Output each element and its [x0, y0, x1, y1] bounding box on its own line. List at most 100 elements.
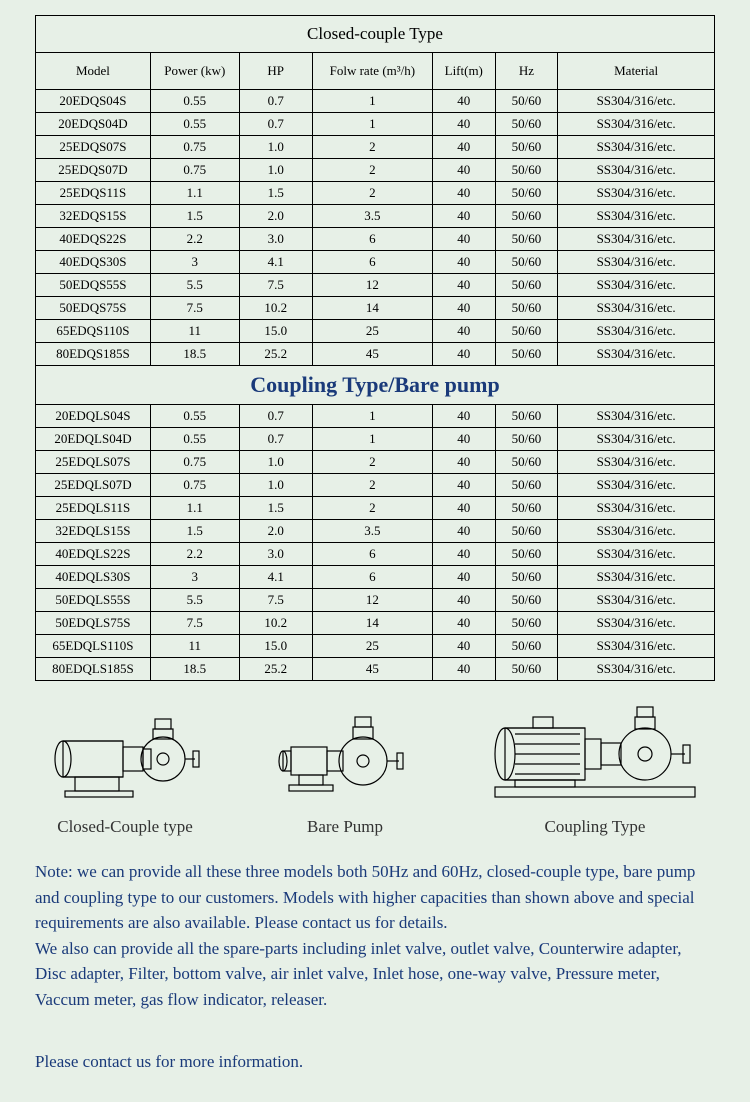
- table-row: 20EDQLS04D0.550.714050/60SS304/316/etc.: [36, 428, 715, 451]
- table-row: 50EDQLS75S7.510.2144050/60SS304/316/etc.: [36, 612, 715, 635]
- table-cell: 40: [432, 228, 495, 251]
- table-cell: 1: [312, 90, 432, 113]
- table-cell: 40: [432, 497, 495, 520]
- col-header: Folw rate (m³/h): [312, 53, 432, 90]
- table-cell: 2: [312, 136, 432, 159]
- closed-couple-icon: [45, 709, 205, 809]
- table-cell: 20EDQS04D: [36, 113, 151, 136]
- table-cell: 1: [312, 405, 432, 428]
- table-cell: 0.7: [239, 428, 312, 451]
- table-cell: 7.5: [239, 274, 312, 297]
- table-cell: 50/60: [495, 297, 558, 320]
- col-header: HP: [239, 53, 312, 90]
- table-cell: 2: [312, 182, 432, 205]
- table-cell: 40: [432, 320, 495, 343]
- table-cell: SS304/316/etc.: [558, 205, 715, 228]
- table-cell: 15.0: [239, 635, 312, 658]
- table-cell: 7.5: [150, 612, 239, 635]
- table-cell: 20EDQLS04S: [36, 405, 151, 428]
- table-row: 40EDQS30S34.164050/60SS304/316/etc.: [36, 251, 715, 274]
- col-header: Material: [558, 53, 715, 90]
- table-cell: 11: [150, 635, 239, 658]
- table-cell: 4.1: [239, 251, 312, 274]
- table-cell: 1.5: [150, 520, 239, 543]
- table-cell: 50/60: [495, 159, 558, 182]
- table-cell: 40: [432, 343, 495, 366]
- table-cell: 0.75: [150, 136, 239, 159]
- table-cell: 3: [150, 566, 239, 589]
- table-cell: 50/60: [495, 658, 558, 681]
- table-cell: 1.0: [239, 451, 312, 474]
- table-row: 40EDQLS22S2.23.064050/60SS304/316/etc.: [36, 543, 715, 566]
- table-cell: 40: [432, 182, 495, 205]
- header-row: Model Power (kw) HP Folw rate (m³/h) Lif…: [36, 53, 715, 90]
- table-cell: 0.75: [150, 159, 239, 182]
- table-row: 25EDQLS11S1.11.524050/60SS304/316/etc.: [36, 497, 715, 520]
- table-cell: 40: [432, 205, 495, 228]
- table-cell: 40: [432, 612, 495, 635]
- table-cell: SS304/316/etc.: [558, 428, 715, 451]
- table-cell: 50/60: [495, 228, 558, 251]
- table-cell: 1.0: [239, 474, 312, 497]
- table-cell: 2.0: [239, 205, 312, 228]
- table-cell: 25: [312, 635, 432, 658]
- table-cell: SS304/316/etc.: [558, 274, 715, 297]
- table-cell: 50EDQS55S: [36, 274, 151, 297]
- table-cell: 40EDQLS30S: [36, 566, 151, 589]
- table-cell: SS304/316/etc.: [558, 451, 715, 474]
- table-cell: 20EDQLS04D: [36, 428, 151, 451]
- table-cell: 40: [432, 136, 495, 159]
- col-header: Model: [36, 53, 151, 90]
- pump-label: Bare Pump: [265, 817, 425, 837]
- table-cell: 40: [432, 566, 495, 589]
- table-row: 32EDQS15S1.52.03.54050/60SS304/316/etc.: [36, 205, 715, 228]
- table-cell: SS304/316/etc.: [558, 228, 715, 251]
- table-cell: 50/60: [495, 589, 558, 612]
- table-cell: 25EDQS07D: [36, 159, 151, 182]
- table-cell: 50/60: [495, 497, 558, 520]
- table-cell: 0.7: [239, 113, 312, 136]
- table-cell: 50EDQLS55S: [36, 589, 151, 612]
- table-cell: 40: [432, 159, 495, 182]
- table-cell: 11: [150, 320, 239, 343]
- table-cell: 40EDQS22S: [36, 228, 151, 251]
- table-row: 25EDQLS07D0.751.024050/60SS304/316/etc.: [36, 474, 715, 497]
- table-cell: SS304/316/etc.: [558, 136, 715, 159]
- table-row: 40EDQS22S2.23.064050/60SS304/316/etc.: [36, 228, 715, 251]
- table-cell: 1.5: [239, 497, 312, 520]
- table-row: 50EDQS55S5.57.5124050/60SS304/316/etc.: [36, 274, 715, 297]
- table-cell: 20EDQS04S: [36, 90, 151, 113]
- table-cell: 3.5: [312, 520, 432, 543]
- table-cell: 50/60: [495, 474, 558, 497]
- table-row: 80EDQLS185S18.525.2454050/60SS304/316/et…: [36, 658, 715, 681]
- table-cell: 50/60: [495, 205, 558, 228]
- table-cell: 40: [432, 520, 495, 543]
- table-cell: 50/60: [495, 428, 558, 451]
- table-cell: 3.0: [239, 543, 312, 566]
- table-cell: 0.55: [150, 405, 239, 428]
- table-cell: SS304/316/etc.: [558, 343, 715, 366]
- table-cell: 25.2: [239, 658, 312, 681]
- table-cell: 25EDQLS11S: [36, 497, 151, 520]
- table-cell: SS304/316/etc.: [558, 543, 715, 566]
- table-cell: SS304/316/etc.: [558, 566, 715, 589]
- table-cell: SS304/316/etc.: [558, 159, 715, 182]
- table-cell: 6: [312, 228, 432, 251]
- table-cell: 6: [312, 566, 432, 589]
- table-cell: 5.5: [150, 589, 239, 612]
- table-cell: 2.2: [150, 543, 239, 566]
- table-cell: 40: [432, 474, 495, 497]
- table-cell: 4.1: [239, 566, 312, 589]
- pump-bare: Bare Pump: [265, 709, 425, 837]
- table2-title: Coupling Type/Bare pump: [36, 366, 715, 405]
- table-row: 65EDQLS110S1115.0254050/60SS304/316/etc.: [36, 635, 715, 658]
- pump-illustrations: Closed-Couple type B: [35, 699, 715, 837]
- table-cell: 25EDQS11S: [36, 182, 151, 205]
- col-header: Power (kw): [150, 53, 239, 90]
- table-cell: 40: [432, 658, 495, 681]
- contact-text: Please contact us for more information.: [35, 1052, 715, 1072]
- table-cell: SS304/316/etc.: [558, 113, 715, 136]
- table-cell: 18.5: [150, 343, 239, 366]
- table-cell: 14: [312, 297, 432, 320]
- table-cell: SS304/316/etc.: [558, 497, 715, 520]
